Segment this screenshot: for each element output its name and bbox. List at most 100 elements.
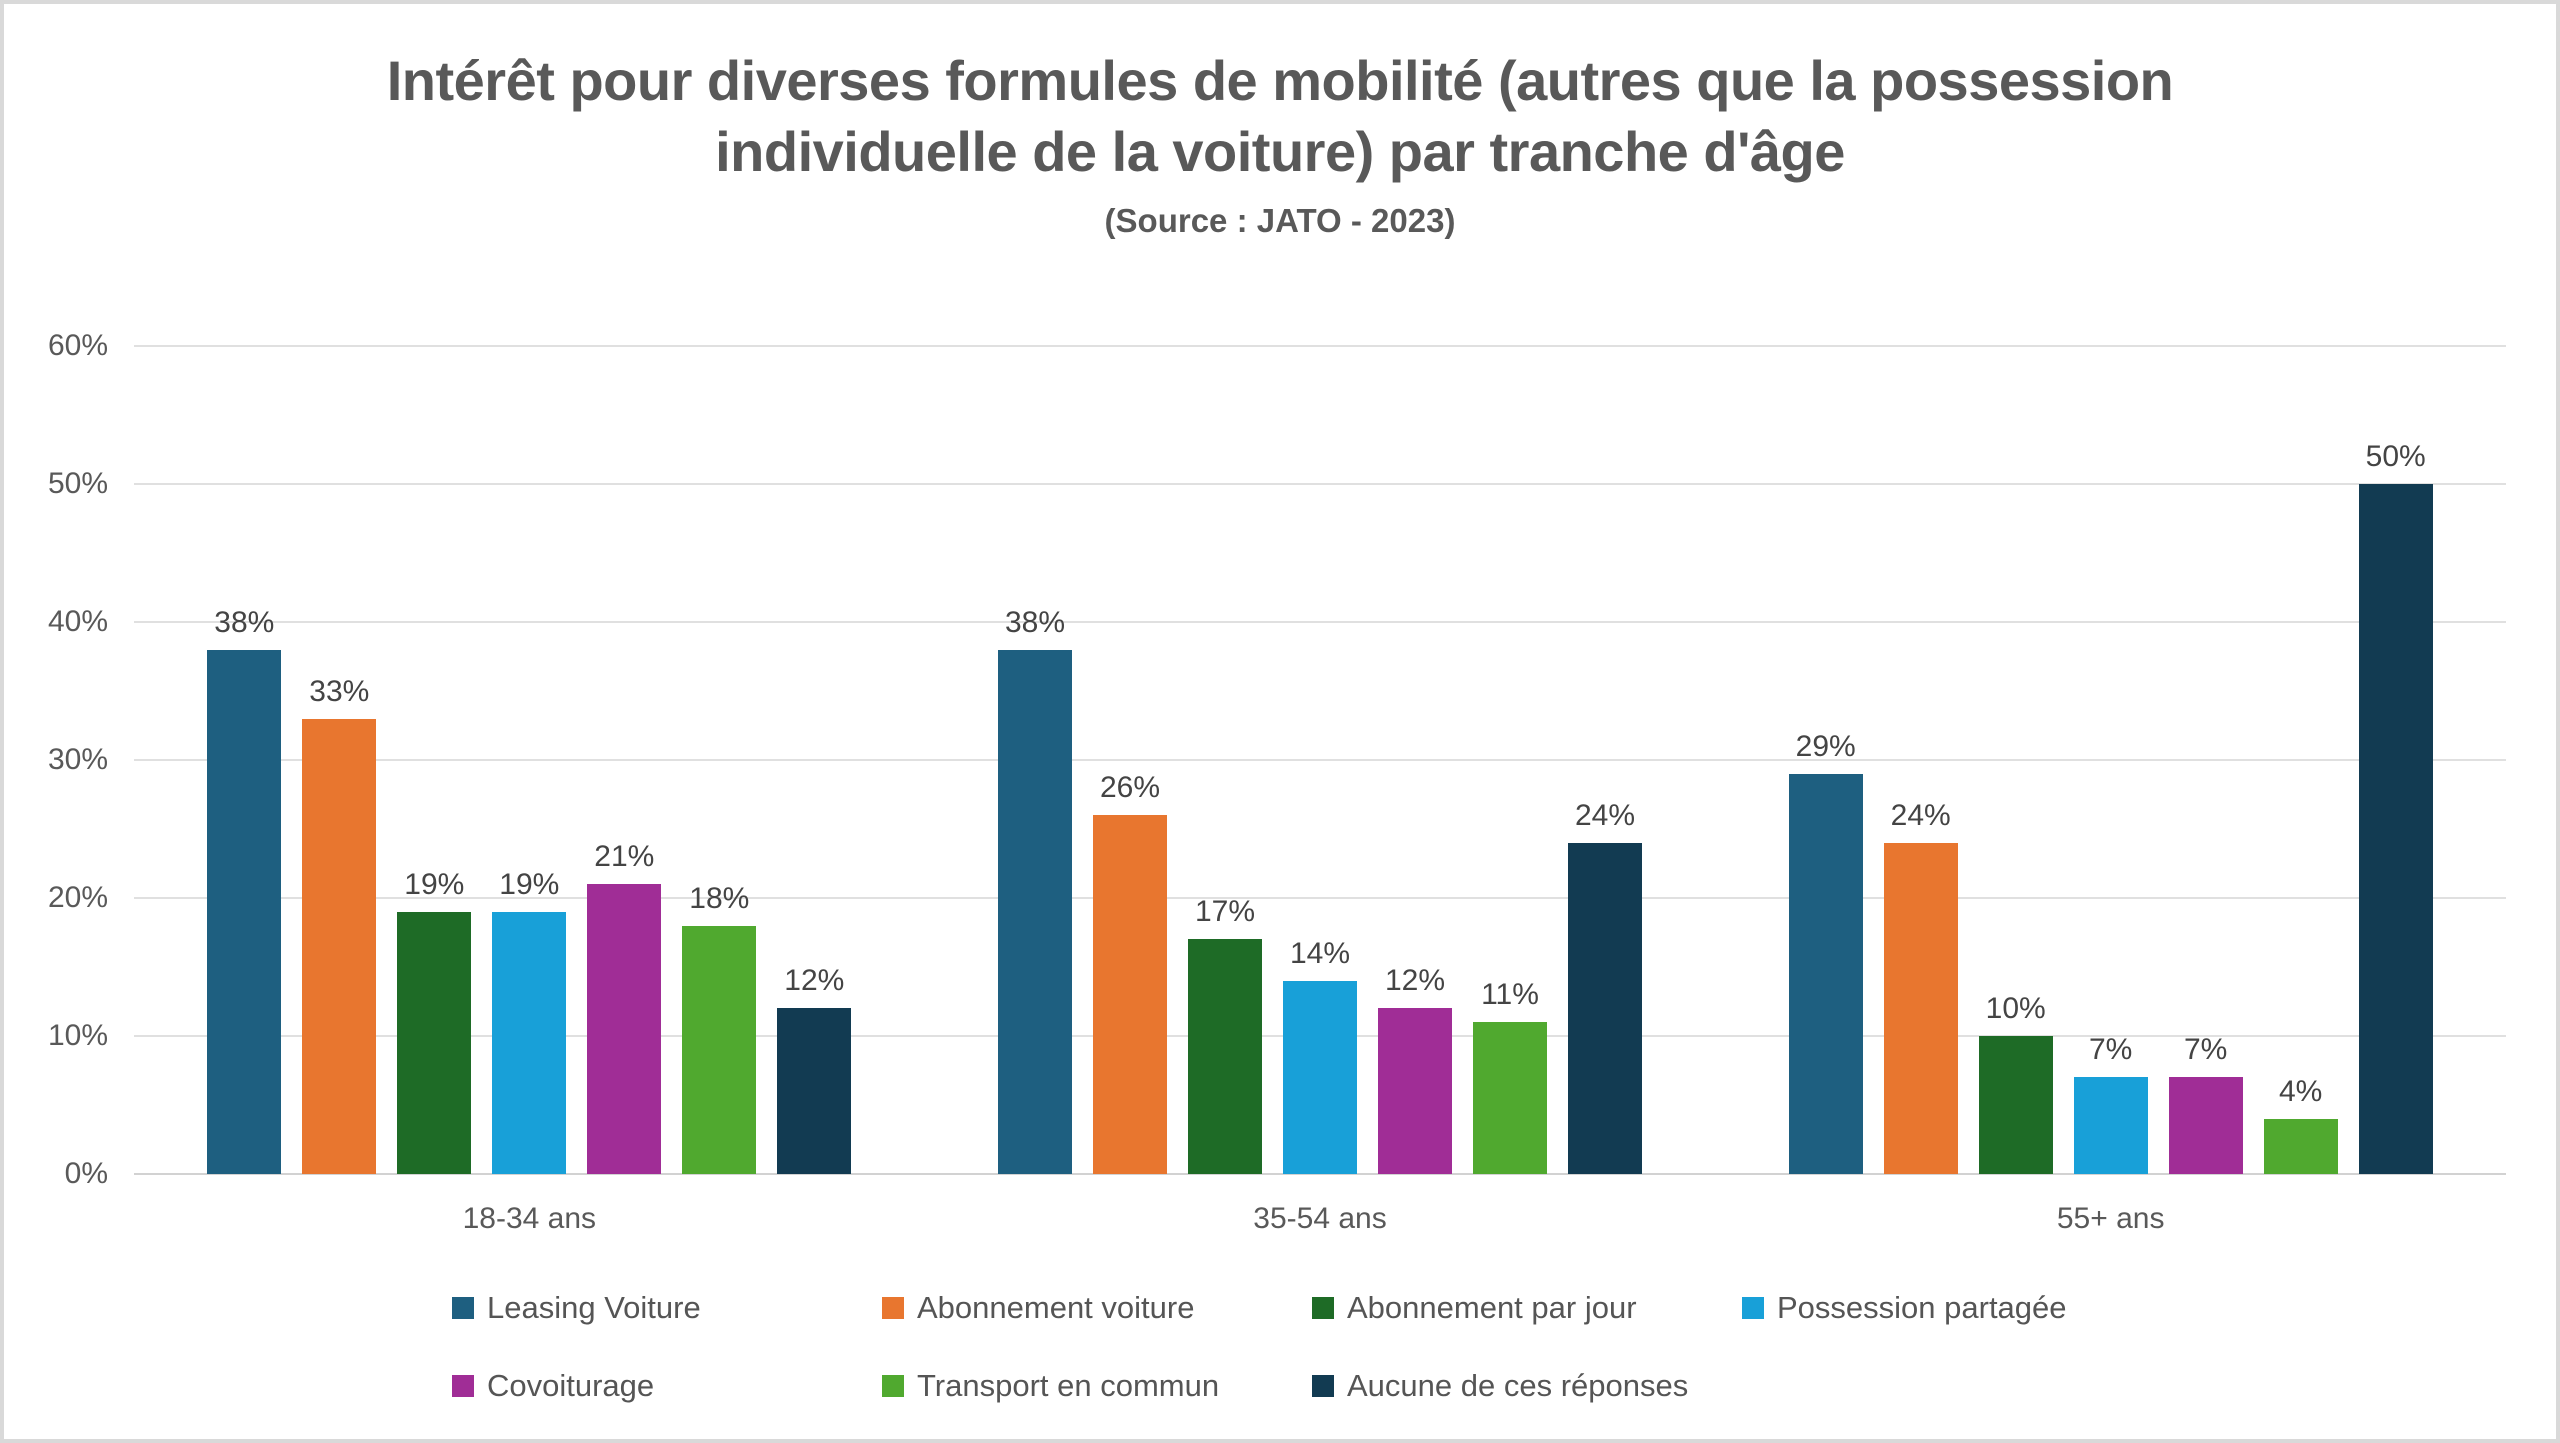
bar-leasing-voiture <box>207 650 282 1174</box>
bar-cell: 26% <box>1093 346 1167 1174</box>
y-axis-tick-label: 10% <box>47 1019 108 1052</box>
legend-swatch-icon <box>1312 1297 1334 1319</box>
y-axis-tick-label: 20% <box>47 881 108 914</box>
bar-abonnement-par-jour <box>1188 939 1262 1174</box>
bar-value-label: 12% <box>784 964 845 997</box>
bar-value-label: 26% <box>1099 771 1161 804</box>
bar-value-label: 11% <box>1481 978 1539 1011</box>
bar-possession-partagée <box>1283 981 1357 1174</box>
gridline <box>134 897 2506 899</box>
y-axis-tick-label: 50% <box>47 467 108 500</box>
bar-groups: 38% 33% 19% 19% 21% 18% 12% 38% 26% 17% 14% 12% 11% 2… <box>134 346 2506 1174</box>
legend-item-possession-partagée: Possession partagée <box>1742 1290 2172 1326</box>
bar-value-label: 18% <box>689 882 750 915</box>
x-axis-category-label: 18-34 ans <box>462 1202 597 1235</box>
bar-possession-partagée <box>2073 1077 2148 1174</box>
bar-cell: 33% <box>302 346 377 1174</box>
bar-leasing-voiture <box>998 650 1072 1174</box>
legend-item-transport-en-commun: Transport en commun <box>882 1368 1312 1404</box>
bar-covoiturage <box>2168 1077 2243 1174</box>
y-axis-tick-label: 0% <box>64 1157 108 1190</box>
legend-swatch-icon <box>452 1375 474 1397</box>
bar-cell: 38% <box>998 346 1072 1174</box>
bar-value-label: 24% <box>1890 799 1951 832</box>
x-axis-labels: 18-34 ans 35-54 ans 55+ ans <box>134 1202 2506 1236</box>
bar-cell: 10% <box>1978 346 2053 1174</box>
x-axis-line <box>134 1173 2506 1175</box>
x-axis-category-label: 55+ ans <box>2056 1202 2165 1235</box>
legend-swatch-icon <box>882 1297 904 1319</box>
bar-cell: 11% <box>1473 346 1547 1174</box>
bar-value-label: 19% <box>404 868 465 901</box>
bar-value-label: 7% <box>2088 1033 2133 1066</box>
bar-cell: 19% <box>397 346 472 1174</box>
gridline <box>134 345 2506 347</box>
bar-cell: 50% <box>2358 346 2433 1174</box>
legend-item-aucune-de-ces-réponses: Aucune de ces réponses <box>1312 1368 1742 1404</box>
legend-label: Leasing Voiture <box>487 1290 701 1325</box>
bar-abonnement-voiture <box>1883 843 1958 1174</box>
legend-item-abonnement-par-jour: Abonnement par jour <box>1312 1290 1742 1326</box>
y-axis-tick-label: 30% <box>47 743 108 776</box>
legend-label: Aucune de ces réponses <box>1347 1368 1689 1403</box>
bar-cell: 21% <box>587 346 662 1174</box>
legend-label: Abonnement voiture <box>917 1290 1195 1325</box>
bar-value-label: 12% <box>1384 964 1446 997</box>
chart-subtitle: (Source : JATO - 2023) <box>1104 202 1456 239</box>
bar-cell: 12% <box>777 346 852 1174</box>
bar-cell: 18% <box>682 346 757 1174</box>
bar-value-label: 38% <box>214 606 275 639</box>
bar-cell: 7% <box>2168 346 2243 1174</box>
bar-abonnement-voiture <box>1093 815 1167 1174</box>
bar-cell: 24% <box>1883 346 1958 1174</box>
legend-item-leasing-voiture: Leasing Voiture <box>452 1290 882 1326</box>
bar-value-label: 21% <box>594 840 655 873</box>
bar-value-label: 50% <box>2365 440 2426 473</box>
bar-value-label: 19% <box>499 868 560 901</box>
gridline <box>134 621 2506 623</box>
bar-value-label: 10% <box>1985 992 2046 1025</box>
legend-swatch-icon <box>882 1375 904 1397</box>
bar-cell: 38% <box>207 346 282 1174</box>
bar-value-label: 38% <box>1004 606 1066 639</box>
y-axis-tick-label: 40% <box>47 605 108 638</box>
gridline <box>134 483 2506 485</box>
bar-cell: 7% <box>2073 346 2148 1174</box>
bar-abonnement-par-jour <box>397 912 472 1174</box>
bar-cell: 29% <box>1788 346 1863 1174</box>
bar-covoiturage <box>1378 1008 1452 1174</box>
bar-value-label: 4% <box>2278 1075 2323 1108</box>
bar-cell: 24% <box>1568 346 1642 1174</box>
bar-aucune-de-ces-réponses <box>1568 843 1642 1174</box>
bar-group-35-54-ans: 38% 26% 17% 14% 12% 11% 24% <box>925 346 1716 1174</box>
bar-cell: 17% <box>1188 346 1262 1174</box>
legend-item-abonnement-voiture: Abonnement voiture <box>882 1290 1312 1326</box>
legend-item-covoiturage: Covoiturage <box>452 1368 882 1404</box>
bar-leasing-voiture <box>1788 774 1863 1174</box>
bar-value-label: 17% <box>1194 895 1256 928</box>
bar-abonnement-voiture <box>302 719 377 1174</box>
bar-transport-en-commun <box>1473 1022 1547 1174</box>
bar-group-55+-ans: 29% 24% 10% 7% 7% 4% 50% <box>1715 346 2506 1174</box>
bar-value-label: 33% <box>309 675 370 708</box>
bar-covoiturage <box>587 884 662 1174</box>
bar-value-label: 14% <box>1289 937 1351 970</box>
bar-cell: 12% <box>1378 346 1452 1174</box>
y-axis-tick-label: 60% <box>47 329 108 362</box>
legend-swatch-icon <box>1312 1375 1334 1397</box>
legend-label: Abonnement par jour <box>1347 1290 1637 1325</box>
plot-area: 0% 10% 20% 30% 40% 50% 60% 38% 33% 19% 19% 21% 18% 12… <box>48 329 2506 1190</box>
legend-swatch-icon <box>452 1297 474 1319</box>
bar-value-label: 7% <box>2183 1033 2228 1066</box>
bar-possession-partagée <box>492 912 567 1174</box>
legend-label: Possession partagée <box>1777 1290 2067 1325</box>
legend-label: Covoiturage <box>487 1368 655 1403</box>
legend-swatch-icon <box>1742 1297 1764 1319</box>
bar-value-label: 29% <box>1795 730 1856 763</box>
legend: Leasing Voiture Abonnement voiture Abonnem… <box>452 1290 2172 1404</box>
bar-transport-en-commun <box>682 926 757 1174</box>
bar-transport-en-commun <box>2263 1119 2338 1174</box>
bar-aucune-de-ces-réponses <box>2358 484 2433 1174</box>
chart-title: Intérêt pour diverses formules de mobili… <box>386 49 2174 183</box>
x-axis-category-label: 35-54 ans <box>1253 1202 1387 1235</box>
